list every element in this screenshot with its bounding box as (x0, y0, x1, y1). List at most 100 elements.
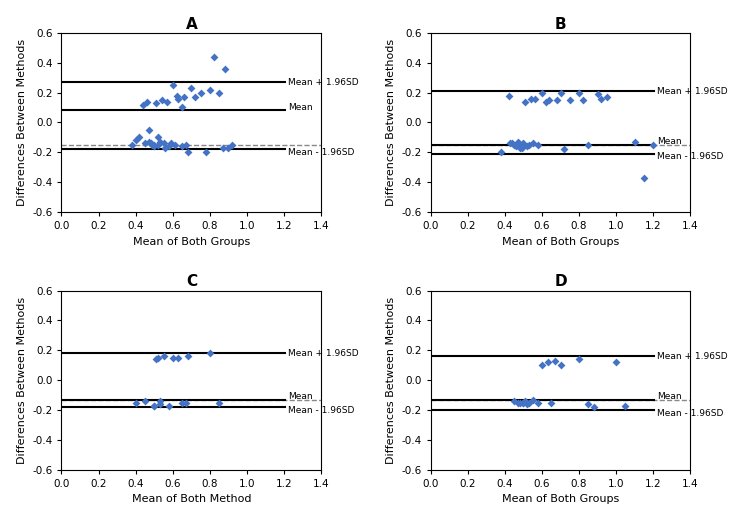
Point (155, 96, 167, 104)
Point (518, 141, 530, 149)
Point (601, 93, 613, 101)
Point (154, 397, 166, 405)
Point (512, 138, 524, 146)
Point (522, 142, 533, 151)
Point (522, 400, 533, 408)
Point (527, 395, 539, 404)
Point (204, 349, 216, 357)
Point (536, 89, 548, 97)
Point (638, 173, 650, 182)
Point (519, 97, 531, 106)
Point (496, 148, 507, 156)
Point (163, 401, 175, 410)
Point (504, 139, 516, 147)
Point (204, 85, 216, 94)
Text: Mean: Mean (288, 392, 312, 401)
Point (620, 401, 632, 410)
Point (154, 138, 166, 146)
Title: B: B (555, 17, 566, 32)
Y-axis label: Differences Between Methods: Differences Between Methods (386, 296, 396, 464)
Point (647, 141, 659, 149)
Text: Mean: Mean (288, 103, 312, 112)
Point (173, 354, 185, 362)
Point (543, 96, 555, 104)
Point (148, 401, 160, 410)
Point (163, 142, 175, 151)
Point (139, 397, 151, 405)
Point (226, 141, 238, 149)
Point (170, 91, 182, 100)
Point (533, 141, 545, 149)
Point (152, 133, 164, 142)
Y-axis label: Differences Between Methods: Differences Between Methods (386, 39, 396, 206)
Point (610, 358, 622, 366)
Text: Mean - 1.96SD: Mean - 1.96SD (288, 405, 354, 415)
Point (540, 97, 552, 106)
Point (180, 399, 192, 407)
Point (143, 126, 155, 134)
Point (222, 144, 234, 152)
Point (533, 399, 545, 407)
Point (159, 144, 171, 152)
Point (573, 89, 585, 97)
Point (147, 141, 158, 149)
Point (214, 89, 225, 97)
Point (512, 399, 524, 407)
Text: Mean - 1.96SD: Mean - 1.96SD (657, 152, 723, 162)
Point (167, 354, 179, 362)
Text: Mean - 1.96SD: Mean - 1.96SD (657, 408, 723, 417)
Point (176, 399, 188, 407)
Text: Mean: Mean (657, 392, 682, 401)
Point (148, 141, 160, 149)
Point (169, 141, 181, 149)
Point (514, 144, 526, 152)
Point (185, 84, 197, 92)
Point (529, 94, 541, 103)
Point (514, 141, 526, 149)
Point (148, 142, 160, 151)
Point (554, 89, 566, 97)
Point (629, 138, 641, 146)
Point (133, 133, 145, 142)
Point (139, 139, 151, 147)
Title: D: D (554, 275, 567, 289)
Point (507, 139, 519, 147)
Point (182, 352, 193, 361)
Point (176, 142, 188, 151)
Point (189, 93, 201, 101)
Point (129, 136, 141, 144)
Point (158, 139, 170, 147)
Point (161, 97, 173, 106)
Point (551, 96, 562, 104)
Point (126, 141, 138, 149)
Point (195, 89, 207, 97)
X-axis label: Mean of Both Groups: Mean of Both Groups (502, 494, 619, 504)
Point (137, 101, 149, 109)
Title: A: A (185, 17, 197, 32)
Point (503, 91, 515, 100)
Point (182, 148, 193, 156)
Text: Mean + 1.96SD: Mean + 1.96SD (657, 86, 728, 95)
Point (558, 145, 570, 154)
X-axis label: Mean of Both Groups: Mean of Both Groups (132, 237, 250, 246)
Point (536, 361, 548, 369)
Text: Mean + 1.96SD: Mean + 1.96SD (288, 349, 359, 358)
Point (527, 139, 539, 147)
Point (152, 354, 164, 362)
Point (148, 401, 160, 410)
Point (518, 399, 530, 407)
Point (176, 103, 188, 111)
Point (200, 148, 212, 156)
Point (512, 141, 524, 149)
Point (508, 141, 520, 149)
Point (518, 139, 530, 147)
Point (518, 399, 530, 407)
Point (141, 97, 153, 106)
Point (583, 400, 594, 408)
Point (508, 397, 520, 405)
Point (165, 139, 177, 147)
Point (542, 358, 554, 366)
Text: Mean: Mean (657, 138, 682, 146)
Point (154, 400, 166, 408)
Point (564, 96, 576, 104)
